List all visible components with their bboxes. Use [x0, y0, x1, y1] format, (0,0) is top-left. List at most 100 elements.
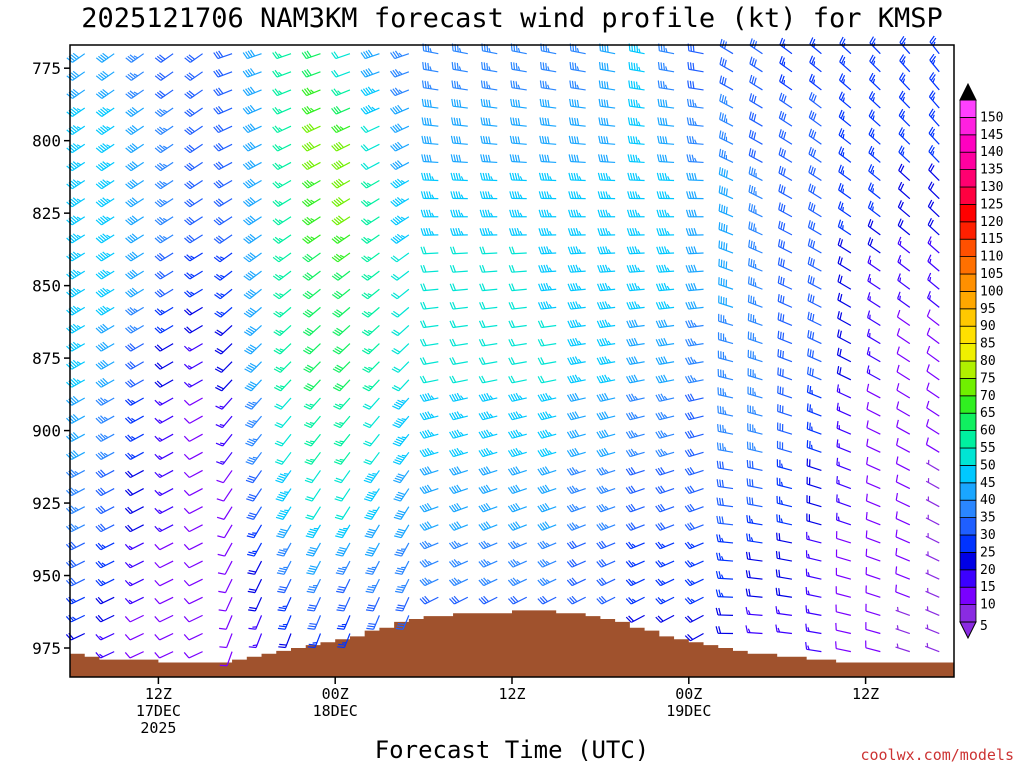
colorbar-swatch: [959, 343, 977, 362]
wind-barb: [775, 587, 793, 598]
wind-barb: [836, 347, 852, 363]
wind-barb: [895, 511, 911, 526]
wind-barb: [245, 451, 263, 465]
wind-barb: [776, 459, 793, 472]
colorbar-label: 20: [980, 563, 996, 578]
wind-barb: [306, 560, 321, 575]
wind-barb: [569, 80, 586, 91]
wind-barb: [566, 503, 586, 513]
wind-barb: [539, 80, 557, 91]
wind-barb: [596, 337, 616, 347]
wind-barb: [895, 606, 911, 616]
wind-barb: [183, 596, 203, 605]
wind-barb: [154, 488, 174, 497]
wind-barb: [568, 191, 586, 200]
wind-barb: [244, 343, 262, 355]
wind-barb: [478, 595, 498, 605]
wind-barb: [213, 124, 233, 134]
wind-barb: [184, 288, 203, 298]
wind-barb: [247, 542, 263, 557]
wind-barb: [778, 165, 793, 182]
wind-barb: [420, 264, 439, 273]
wind-barb: [925, 478, 940, 490]
colorbar-label: 135: [980, 163, 1003, 178]
wind-barb: [598, 61, 616, 73]
wind-barb: [331, 215, 351, 226]
wind-barb: [567, 282, 586, 292]
wind-barb: [655, 560, 675, 568]
wind-barb: [360, 49, 380, 60]
wind-barb: [449, 264, 468, 273]
wind-barb: [390, 141, 410, 152]
wind-barb: [154, 343, 174, 352]
wind-barb: [747, 276, 763, 290]
colorbar: 5 10 15 20 25 30 35 40 45 50 55 60 65 70 75 80 85 90 95 100…: [959, 82, 1003, 640]
wind-barb: [451, 98, 468, 109]
wind-barb: [747, 294, 763, 308]
wind-barb: [537, 502, 557, 513]
wind-barb: [243, 288, 262, 300]
wind-barb: [184, 125, 203, 136]
wind-barb: [184, 198, 203, 208]
wind-barb: [218, 578, 233, 594]
wind-barb: [537, 466, 557, 476]
wind-barb: [715, 570, 734, 580]
colorbar-label: 35: [980, 511, 996, 526]
wind-barb: [183, 614, 203, 623]
wind-barb: [655, 430, 675, 439]
wind-barb: [507, 502, 527, 513]
wind-barb: [537, 338, 557, 347]
wind-barb: [625, 503, 645, 513]
wind-barb: [509, 154, 527, 164]
wind-barb: [655, 411, 675, 421]
wind-barb: [928, 163, 940, 181]
wind-barb: [213, 105, 233, 115]
wind-barb: [332, 343, 351, 355]
wind-barb: [301, 105, 321, 115]
wind-barb: [124, 488, 144, 497]
wind-barb: [657, 80, 675, 91]
wind-barb: [217, 524, 233, 539]
wind-barb: [926, 345, 940, 363]
wind-barb: [568, 117, 586, 127]
wind-barb: [184, 270, 203, 280]
wind-barb: [448, 466, 468, 476]
wind-barb: [481, 61, 498, 73]
colorbar-swatch: [959, 430, 977, 449]
wind-barb: [479, 172, 498, 182]
wind-barb: [509, 135, 527, 145]
x-tick-label: 2025: [140, 719, 176, 737]
wind-barb: [362, 379, 380, 392]
wind-barb: [301, 87, 321, 97]
colorbar-label: 55: [980, 441, 996, 456]
wind-barb: [716, 552, 734, 562]
wind-barb: [273, 361, 292, 373]
wind-barb: [567, 392, 586, 402]
wind-barb: [508, 357, 527, 365]
wind-barb: [394, 560, 410, 575]
wind-barb: [154, 506, 174, 515]
wind-barb: [124, 451, 144, 460]
wind-barb: [686, 135, 704, 145]
wind-barb: [449, 246, 468, 255]
wind-barb: [865, 603, 881, 616]
wind-barb: [479, 283, 498, 292]
wind-barb: [448, 502, 469, 513]
wind-barb: [363, 470, 380, 484]
wind-barb: [393, 506, 410, 520]
wind-barb: [448, 540, 469, 550]
colorbar-label: 100: [980, 284, 1003, 299]
wind-barb: [684, 393, 704, 402]
wind-barb: [566, 559, 586, 568]
wind-barb: [748, 203, 763, 218]
wind-barb: [301, 123, 321, 134]
wind-barb: [509, 117, 527, 127]
wind-barb: [154, 433, 174, 442]
wind-barb: [420, 283, 439, 292]
wind-barb: [360, 216, 380, 226]
wind-barb: [95, 125, 115, 136]
wind-barb: [777, 294, 793, 308]
wind-barb: [360, 86, 380, 97]
wind-barb: [716, 534, 734, 544]
colorbar-swatch: [959, 377, 977, 397]
